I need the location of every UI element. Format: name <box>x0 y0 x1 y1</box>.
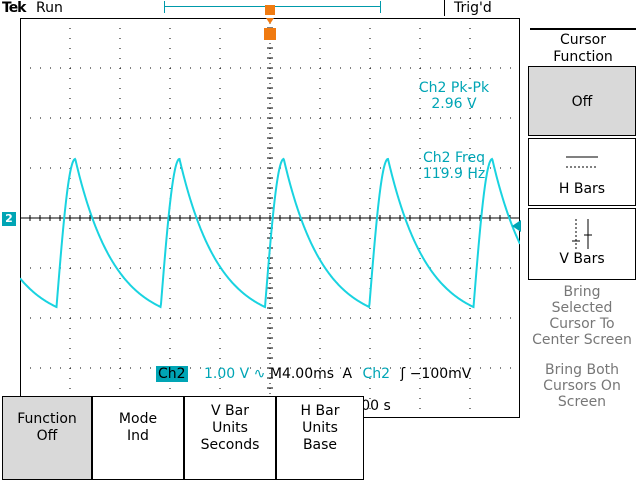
timebase: M4.00ms <box>269 366 335 382</box>
bracket-left-edge <box>164 1 165 13</box>
freq-readout: Ch2 Freq 119.9 Hz <box>404 150 504 182</box>
bottom-btn-1-line1: Function <box>17 411 77 427</box>
graticule <box>20 18 520 418</box>
h-bars-button[interactable]: H Bars <box>528 138 636 206</box>
freq-label: Ch2 Freq <box>423 150 485 166</box>
divider <box>444 0 445 16</box>
note2-line2: Cursors On <box>543 378 621 394</box>
bottom-btn-4-line3: Base <box>302 437 338 453</box>
v-bars-icon <box>572 219 592 249</box>
h-bars-icon <box>566 156 598 168</box>
menu-title: Cursor Function <box>530 28 636 66</box>
ch2-waveform <box>20 157 520 309</box>
bottom-btn-4-line2: Units <box>302 420 338 436</box>
bottom-btn-3-line3: Seconds <box>200 437 260 453</box>
note1-line4: Center Screen <box>532 332 632 348</box>
coupling-icon: ∿ <box>253 366 266 382</box>
pkpk-readout: Ch2 Pk-Pk 2.96 V <box>404 80 504 112</box>
bottom-btn-3-line1: V Bar <box>211 403 249 419</box>
freq-value: 119.9 Hz <box>422 166 486 182</box>
channel-2-marker: 2 <box>2 212 16 226</box>
pkpk-value: 2.96 V <box>431 96 477 112</box>
trigger-level-marker <box>512 220 521 232</box>
trigger-source: Ch2 <box>362 366 391 382</box>
brand-logo: Tek <box>2 0 26 16</box>
note2-line3: Screen <box>557 394 607 410</box>
bottom-btn-2-line1: Mode <box>118 411 158 427</box>
bottom-btn-3-line2: Units <box>212 420 248 436</box>
v-bars-label: V Bars <box>559 251 605 267</box>
bring-both-cursors-button[interactable]: Bring Both Cursors On Screen <box>528 362 636 410</box>
trigger-status: Trig'd <box>454 0 492 16</box>
cursor-off-button[interactable]: Off <box>528 66 636 136</box>
bottom-btn-2-line2: Ind <box>127 428 149 444</box>
trigger-slope-icon: ʃ <box>400 366 406 382</box>
trigger-position-marker <box>264 5 276 40</box>
v-bar-units-button[interactable]: V Bar Units Seconds <box>184 396 276 480</box>
h-bars-label: H Bars <box>558 181 606 197</box>
status-line: Ch2 1.00 V ∿ M4.00ms A Ch2 ʃ −100mV <box>156 366 471 382</box>
mode-button[interactable]: Mode Ind <box>92 396 184 480</box>
h-bar-units-button[interactable]: H Bar Units Base <box>276 396 364 480</box>
bottom-btn-4-line1: H Bar <box>300 403 340 419</box>
trigger-level: −100mV <box>409 366 472 382</box>
volts-per-div: 1.00 V <box>204 366 250 382</box>
waveform-display <box>20 18 520 418</box>
note2-line1: Bring Both <box>545 362 619 378</box>
bring-selected-cursor-button[interactable]: Bring Selected Cursor To Center Screen <box>528 284 636 348</box>
bottom-btn-1-line2: Off <box>36 428 58 444</box>
menu-title-line1: Cursor <box>559 32 607 48</box>
trigger-mode: A <box>342 366 353 382</box>
cursor-off-label: Off <box>571 94 593 110</box>
note1-line2: Selected <box>551 300 613 316</box>
pkpk-label: Ch2 Pk-Pk <box>418 80 490 96</box>
channel-label: Ch2 <box>156 366 188 382</box>
note1-line3: Cursor To <box>549 316 615 332</box>
function-off-button[interactable]: Function Off <box>2 396 92 480</box>
note1-line1: Bring <box>563 284 601 300</box>
v-bars-button[interactable]: V Bars <box>528 208 636 280</box>
bracket-right-edge <box>380 1 381 13</box>
menu-title-line2: Function <box>553 49 613 65</box>
run-status: Run <box>36 0 63 16</box>
